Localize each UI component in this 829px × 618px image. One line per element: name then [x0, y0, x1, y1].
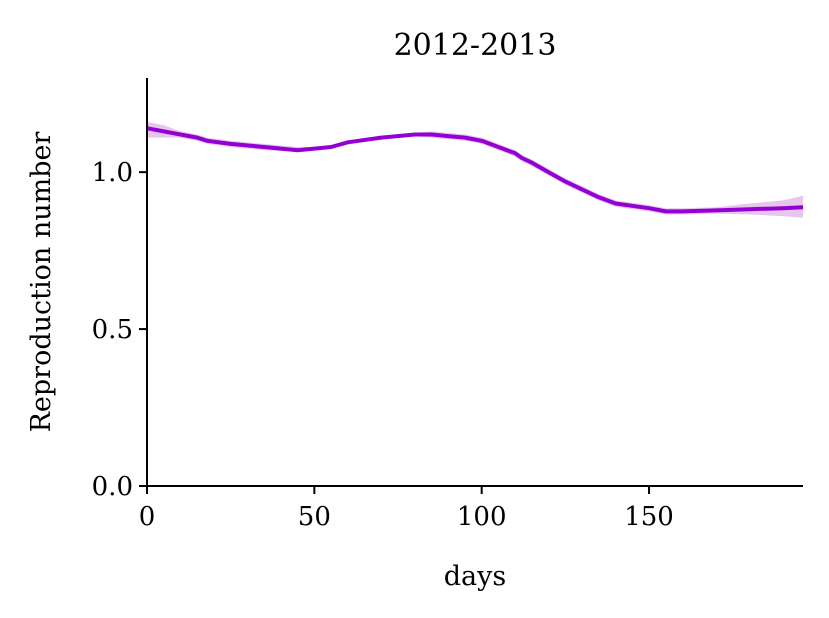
chart-title: 2012-2013 — [394, 28, 557, 63]
reproduction-number-line — [146, 126, 804, 214]
y-axis-ticks: 0.0 0.5 1.0 — [92, 158, 147, 502]
x-axis-ticks: 0 50 100 150 — [139, 486, 674, 532]
y-axis-label: Reproduction number — [26, 132, 57, 433]
y-tick-label: 0.0 — [92, 472, 133, 502]
plot-area — [146, 121, 804, 218]
x-tick-label: 100 — [457, 502, 507, 532]
x-tick-label: 0 — [139, 502, 156, 532]
x-tick-label: 50 — [298, 502, 331, 532]
confidence-band — [147, 121, 803, 218]
y-tick-label: 1.0 — [92, 158, 133, 188]
x-axis-label: days — [444, 561, 507, 592]
x-tick-label: 150 — [624, 502, 674, 532]
y-tick-label: 0.5 — [92, 315, 133, 345]
